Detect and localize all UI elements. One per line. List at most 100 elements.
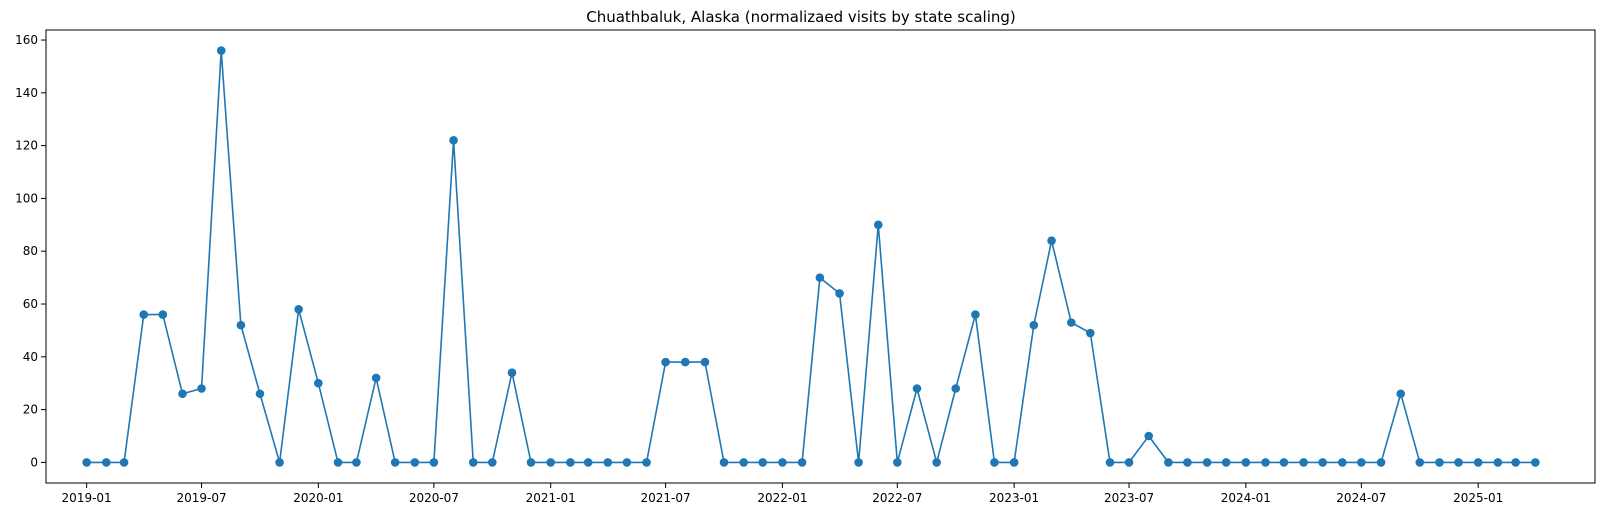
data-point: [158, 310, 168, 319]
data-point: [1164, 458, 1173, 467]
data-point: [1299, 458, 1308, 467]
data-point: [236, 320, 246, 330]
data-point: [275, 458, 284, 467]
data-point: [352, 458, 361, 467]
data-point: [119, 458, 129, 467]
data-point: [739, 458, 748, 467]
data-point: [1396, 389, 1406, 399]
data-point: [1066, 318, 1076, 327]
data-point: [1261, 458, 1270, 467]
data-point: [932, 458, 941, 467]
data-point: [758, 458, 768, 467]
data-point: [797, 458, 807, 467]
x-tick-label: 2020-07: [409, 491, 459, 505]
data-point: [815, 273, 825, 282]
y-tick-label: 0: [30, 455, 38, 469]
plot-area-frame: [45, 29, 1596, 484]
data-point: [603, 458, 613, 467]
data-point: [661, 357, 670, 367]
data-point: [1241, 458, 1251, 467]
y-tick-label: 140: [15, 86, 38, 100]
data-point: [216, 46, 226, 55]
data-point: [990, 458, 999, 467]
y-tick-label: 80: [23, 244, 38, 258]
data-point: [449, 136, 458, 145]
data-point: [778, 458, 787, 467]
x-axis: 2019-01 2019-07 2020-01 2020-07 2021-01 2021-…: [62, 483, 1503, 505]
y-tick-label: 40: [23, 350, 38, 364]
data-point: [873, 220, 883, 230]
y-tick-label: 160: [15, 33, 38, 47]
y-tick-label: 100: [15, 191, 38, 205]
data-point: [622, 458, 632, 467]
x-tick-label: 2023-01: [989, 491, 1039, 505]
data-point: [429, 458, 439, 467]
data-point: [719, 458, 729, 467]
data-point: [1435, 458, 1444, 467]
x-tick-label: 2024-07: [1336, 491, 1386, 505]
data-point: [468, 458, 478, 467]
data-point: [255, 389, 265, 399]
y-tick-label: 120: [15, 139, 38, 153]
data-point: [197, 384, 206, 393]
data-point: [139, 310, 149, 319]
x-tick-label: 2021-07: [641, 491, 691, 505]
y-tick-label: 60: [23, 297, 38, 311]
y-tick-label: 20: [23, 403, 38, 417]
series-line: [86, 50, 1536, 466]
data-point: [371, 373, 381, 383]
x-tick-label: 2023-07: [1104, 491, 1154, 505]
data-point: [333, 458, 343, 467]
data-point: [1009, 458, 1019, 467]
x-tick-label: 2025-01: [1453, 491, 1503, 505]
x-tick-label: 2019-01: [62, 491, 112, 505]
data-point: [314, 378, 323, 388]
data-point: [1029, 320, 1039, 330]
data-point: [1221, 458, 1231, 467]
data-point: [854, 458, 863, 467]
data-point: [546, 458, 555, 467]
data-point: [1086, 328, 1095, 338]
data-point: [1202, 458, 1212, 467]
data-point: [82, 458, 91, 467]
data-point: [1415, 458, 1425, 467]
data-point: [951, 384, 961, 393]
data-point: [294, 305, 303, 314]
data-point: [1473, 458, 1483, 467]
x-tick-label: 2022-07: [872, 491, 922, 505]
data-point: [583, 458, 593, 467]
series-layer: [82, 46, 1540, 467]
x-tick-label: 2021-01: [526, 491, 576, 505]
data-point: [835, 289, 844, 298]
data-point: [893, 458, 902, 467]
data-point: [507, 368, 517, 377]
data-point: [642, 458, 651, 467]
y-axis: 0 20 40 60 80 100 120 140 160: [15, 33, 46, 469]
data-point: [1454, 458, 1463, 467]
data-point: [1338, 458, 1347, 467]
data-point: [487, 458, 497, 467]
data-point: [1511, 458, 1520, 467]
data-point: [700, 357, 710, 367]
data-point: [390, 458, 400, 467]
data-point: [912, 384, 922, 393]
x-tick-label: 2019-07: [176, 491, 226, 505]
data-point: [971, 310, 980, 319]
data-point: [526, 458, 536, 467]
data-point: [1144, 431, 1154, 441]
data-point: [1318, 458, 1327, 467]
data-point: [680, 357, 690, 367]
x-tick-label: 2020-01: [293, 491, 343, 505]
data-point: [1047, 236, 1056, 245]
data-point: [410, 458, 420, 467]
data-point: [178, 389, 187, 399]
data-point: [1279, 458, 1289, 467]
x-tick-label: 2022-01: [757, 491, 807, 505]
data-point: [1357, 458, 1366, 467]
data-point: [102, 458, 111, 467]
x-tick-label: 2024-01: [1221, 491, 1271, 505]
data-point: [1376, 458, 1386, 467]
data-point: [1183, 458, 1192, 467]
data-point: [1124, 458, 1134, 467]
